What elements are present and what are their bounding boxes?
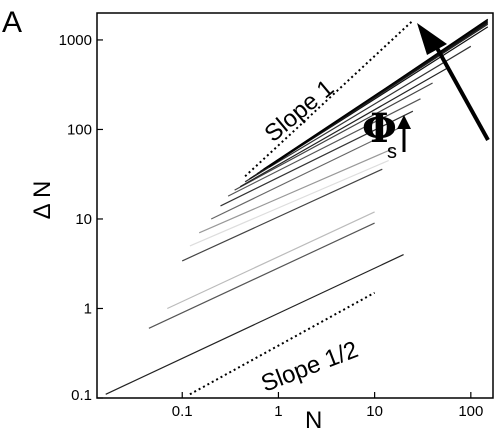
y-tick-label: 100 bbox=[67, 121, 92, 138]
series-layer bbox=[105, 18, 489, 396]
series-line-3 bbox=[167, 211, 375, 310]
series-line-12 bbox=[244, 45, 472, 183]
series-line-9 bbox=[227, 98, 421, 197]
x-axis-title: N bbox=[305, 407, 322, 432]
panel-label: A bbox=[2, 6, 22, 39]
series-line-4 bbox=[181, 168, 383, 262]
phi-direction-arrow bbox=[417, 23, 490, 141]
series-line-11 bbox=[239, 66, 450, 188]
y-tick-label: 0.1 bbox=[71, 387, 92, 404]
tick-layer: 0.1 1 10 100 0.1 1 10 100 1000 bbox=[59, 32, 484, 420]
y-tick-label: 1000 bbox=[59, 32, 92, 49]
x-tick-label: 0.1 bbox=[172, 403, 193, 420]
series-line-5 bbox=[189, 159, 389, 247]
series-line-8 bbox=[220, 110, 414, 207]
series-line-18 bbox=[268, 18, 489, 168]
slope-half-label: Slope 1/2 bbox=[257, 336, 361, 398]
y-axis-title: Δ N bbox=[29, 181, 56, 220]
y-tick-label: 10 bbox=[75, 211, 92, 228]
series-line-19 bbox=[244, 19, 414, 178]
series-line-2 bbox=[148, 222, 375, 329]
plot-frame bbox=[96, 12, 494, 399]
phi-small-arrow bbox=[397, 115, 411, 152]
series-line-6 bbox=[198, 148, 392, 234]
series-line-10 bbox=[234, 82, 433, 191]
phi-subscript: s bbox=[387, 141, 397, 163]
series-line-7 bbox=[210, 125, 404, 220]
x-tick-label: 10 bbox=[366, 403, 383, 420]
y-tick-label: 1 bbox=[84, 300, 92, 317]
phi-symbol: Φ bbox=[362, 105, 397, 152]
series-line-1 bbox=[105, 254, 404, 395]
x-tick-label: 100 bbox=[458, 403, 483, 420]
x-tick-label: 1 bbox=[274, 403, 282, 420]
series-line-20 bbox=[189, 291, 376, 396]
